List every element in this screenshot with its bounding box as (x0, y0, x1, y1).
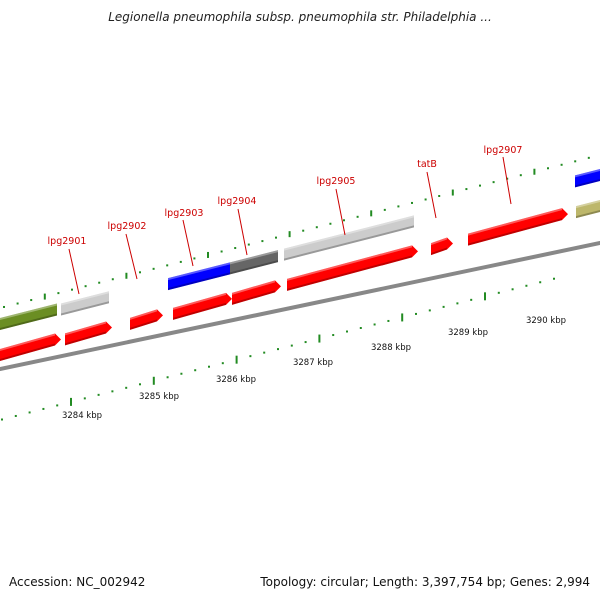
feature-gray-2 (284, 215, 414, 261)
gene-leader-line (335, 188, 346, 236)
gene-label-lpg2907: lpg2907 (484, 145, 523, 156)
scale-label: 3290 kbp (526, 316, 566, 326)
feature-darkgray-1-highlight (230, 250, 278, 265)
scale-label: 3286 kbp (216, 375, 256, 385)
feature-gray-1-shade (61, 301, 109, 316)
feature-gray-2-shade (284, 225, 414, 261)
cds-lpg2900-highlight (0, 333, 55, 351)
gene-label-lpg2902: lpg2902 (108, 221, 147, 232)
feature-layer (0, 169, 600, 361)
feature-olive-left-highlight (0, 303, 57, 320)
gene-leader-line (502, 156, 512, 205)
scale-label: 3287 kbp (293, 358, 333, 368)
gene-label-lpg2903: lpg2903 (165, 208, 204, 219)
feature-khaki-right (576, 200, 600, 219)
cds-lpg2900-shade (0, 343, 55, 361)
topology-summary: Topology: circular; Length: 3,397,754 bp… (260, 575, 590, 589)
cds-tatB-highlight (431, 237, 447, 246)
cds-lpg2900 (0, 333, 61, 361)
tick-layer (1, 156, 590, 421)
cds-lpg2902 (130, 309, 163, 330)
cds-lpg2901-highlight (65, 321, 106, 336)
cds-lpg2905-shade (287, 255, 412, 291)
scale-label: 3285 kbp (139, 392, 179, 402)
accession-text: Accession: NC_002942 (9, 575, 146, 589)
cds-tatB-shade (431, 247, 447, 256)
cds-lpg2903-highlight (173, 292, 226, 310)
cds-lpg2905 (287, 245, 418, 291)
gene-leader-line (426, 171, 437, 219)
genome-title: Legionella pneumophila subsp. pneumophil… (108, 10, 492, 24)
feature-gray-1 (61, 291, 109, 316)
feature-blue-right-highlight (575, 169, 600, 178)
gene-leader-line (182, 219, 194, 267)
feature-darkgray-1 (230, 250, 278, 275)
backbone-line (0, 241, 600, 371)
gene-label-lpg2905: lpg2905 (317, 176, 356, 187)
cds-lpg2901-shade (65, 331, 106, 346)
cds-lpg2904 (232, 280, 281, 305)
feature-blue-right (575, 169, 600, 188)
label-layer: lpg2901 lpg2902 lpg2903 lpg2904 lpg2905 tatB l… (48, 145, 566, 421)
feature-gray-1-highlight (61, 291, 109, 306)
cds-lpg2904-highlight (232, 280, 275, 295)
feature-blue-1 (168, 262, 230, 291)
scale-label: 3288 kbp (371, 343, 411, 353)
gene-label-lpg2904: lpg2904 (218, 196, 257, 207)
cds-lpg2902-shade (130, 319, 157, 330)
feature-blue-1-highlight (168, 262, 230, 281)
cds-lpg2903 (173, 292, 232, 320)
cds-lpg2905-highlight (287, 245, 412, 281)
backbone-layer (0, 241, 600, 371)
feature-blue-right-shade (575, 179, 600, 188)
cds-tatB (431, 237, 453, 256)
cds-lpg2907-highlight (468, 208, 562, 236)
feature-khaki-right-highlight (576, 200, 600, 209)
gene-label-lpg2901: lpg2901 (48, 236, 87, 247)
feature-blue-1-shade (168, 272, 230, 291)
gene-label-tatb: tatB (417, 159, 437, 170)
cds-lpg2902-highlight (130, 309, 157, 320)
cds-lpg2907 (468, 208, 568, 246)
feature-olive-left (0, 303, 57, 330)
gene-leader-line (68, 248, 80, 295)
gene-leader-line (237, 208, 248, 256)
cds-lpg2903-shade (173, 302, 226, 320)
gene-leader-line (125, 233, 138, 280)
scale-label: 3284 kbp (62, 411, 102, 421)
cds-lpg2901 (65, 321, 112, 346)
feature-darkgray-1-shade (230, 260, 278, 275)
feature-gray-2-highlight (284, 215, 414, 251)
scale-label: 3289 kbp (448, 328, 488, 338)
cds-lpg2907-shade (468, 218, 562, 246)
cds-lpg2904-shade (232, 290, 275, 305)
feature-olive-left-shade (0, 313, 57, 330)
feature-khaki-right-shade (576, 210, 600, 219)
